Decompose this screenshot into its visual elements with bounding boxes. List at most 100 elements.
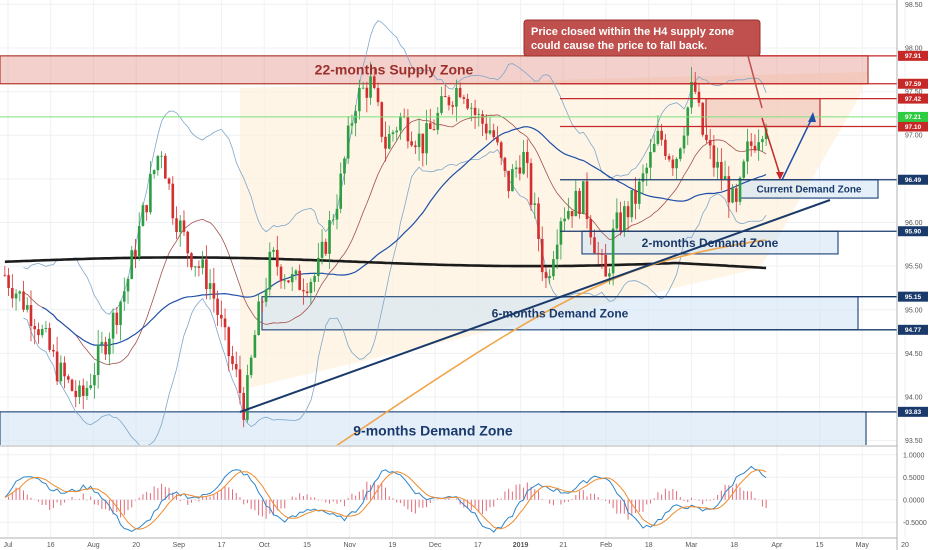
price-tick-label: 93.50 [905, 438, 923, 445]
candle-body [197, 266, 201, 268]
arrow-down-head [776, 172, 784, 180]
candle-body [570, 211, 574, 217]
candle-body [324, 241, 328, 254]
candle-body [305, 291, 309, 294]
candle-body [145, 205, 148, 213]
candle-body [604, 254, 607, 277]
candle-body [537, 203, 540, 239]
candle-body [525, 151, 529, 164]
candle-body [690, 82, 693, 108]
candle-body [190, 253, 193, 268]
candle-body [7, 275, 10, 289]
candle-body [481, 114, 484, 124]
candle-body [623, 206, 626, 231]
candle-body [201, 259, 204, 268]
candle-body [149, 174, 152, 213]
time-tick-label: 18 [730, 542, 738, 549]
price-tag-bg [898, 174, 928, 185]
candle-body [137, 225, 141, 258]
candle-body [70, 379, 74, 391]
candle-body [48, 327, 51, 350]
candle-body [600, 253, 604, 255]
moving-average-20 [23, 114, 767, 365]
candle-body [193, 266, 197, 268]
candle-body [93, 375, 96, 386]
candle-body [671, 159, 675, 169]
candle-body [567, 211, 570, 219]
time-tick-label: Mar [685, 542, 698, 549]
candle-body [152, 170, 156, 175]
oscillator-panel [4, 465, 767, 533]
candle-body [720, 161, 723, 180]
time-tick-label: Apr [771, 542, 783, 549]
candle-body [652, 143, 656, 152]
candle-body [761, 139, 764, 143]
candle-body [63, 362, 66, 377]
candle-body [701, 102, 705, 135]
candle-body [395, 130, 399, 133]
candle-body [22, 291, 25, 310]
time-tick-label: 15 [303, 542, 311, 549]
time-tick-label: Aug [87, 542, 100, 549]
candle-body [40, 328, 44, 336]
candle-body [331, 219, 335, 221]
candle-body [716, 161, 719, 168]
candle-body [257, 301, 260, 336]
candle-body [264, 289, 268, 302]
candle-body [723, 176, 727, 180]
candle-body [369, 76, 372, 98]
price-tick-label: 95.00 [905, 307, 923, 314]
time-tick-label: 17 [218, 542, 226, 549]
candle-body [753, 145, 757, 151]
candle-body [488, 130, 492, 134]
osc-tick-label: 0.0000 [903, 497, 925, 504]
candle-body [563, 218, 566, 222]
candle-body [100, 341, 104, 345]
price-tag-label: 94.77 [905, 327, 922, 334]
zone-labels: 22-months Supply Zone Current Demand Zone… [315, 62, 862, 439]
candle-body [205, 259, 208, 290]
signal-line [4, 469, 767, 530]
candle-body [55, 351, 59, 382]
candle-body [66, 376, 70, 380]
candle-body [559, 221, 563, 245]
moving-average-50 [41, 126, 767, 346]
candle-body [261, 301, 264, 303]
candle-body [432, 128, 436, 130]
candle-body [249, 357, 253, 376]
candle-body [470, 107, 473, 109]
candle-body [33, 326, 37, 330]
candle-body [85, 388, 89, 396]
candle-body [387, 134, 391, 149]
candle-body [399, 116, 402, 131]
candle-body [216, 298, 219, 315]
candle-body [313, 276, 316, 282]
candle-body [615, 212, 619, 229]
candle-body [111, 312, 115, 339]
candle-body [335, 208, 339, 220]
candle-body [637, 181, 641, 204]
time-tick-label: 19 [389, 542, 397, 549]
candle-body [246, 375, 249, 420]
price-tag-bg [898, 226, 928, 237]
price-tick-label: 97.50 [905, 89, 923, 96]
candle-body [484, 123, 488, 134]
candle-body [697, 91, 701, 103]
price-axis: 98.5098.0097.5097.0096.5096.0095.5095.00… [905, 2, 923, 445]
candle-body [544, 272, 548, 279]
candle-body [555, 244, 559, 260]
price-tag-label: 95.90 [905, 229, 922, 236]
candle-body [436, 112, 440, 130]
candle-body [734, 188, 738, 202]
candle-body [361, 87, 365, 89]
candle-body [742, 161, 746, 178]
candle-body [764, 128, 768, 140]
candle-body [529, 163, 533, 205]
candle-body [656, 130, 660, 144]
candle-body [89, 385, 93, 389]
price-tag-bg [898, 291, 928, 302]
candle-body [540, 238, 544, 273]
candle-body [160, 155, 163, 157]
candle-body [458, 87, 462, 98]
candle-body [649, 151, 652, 168]
